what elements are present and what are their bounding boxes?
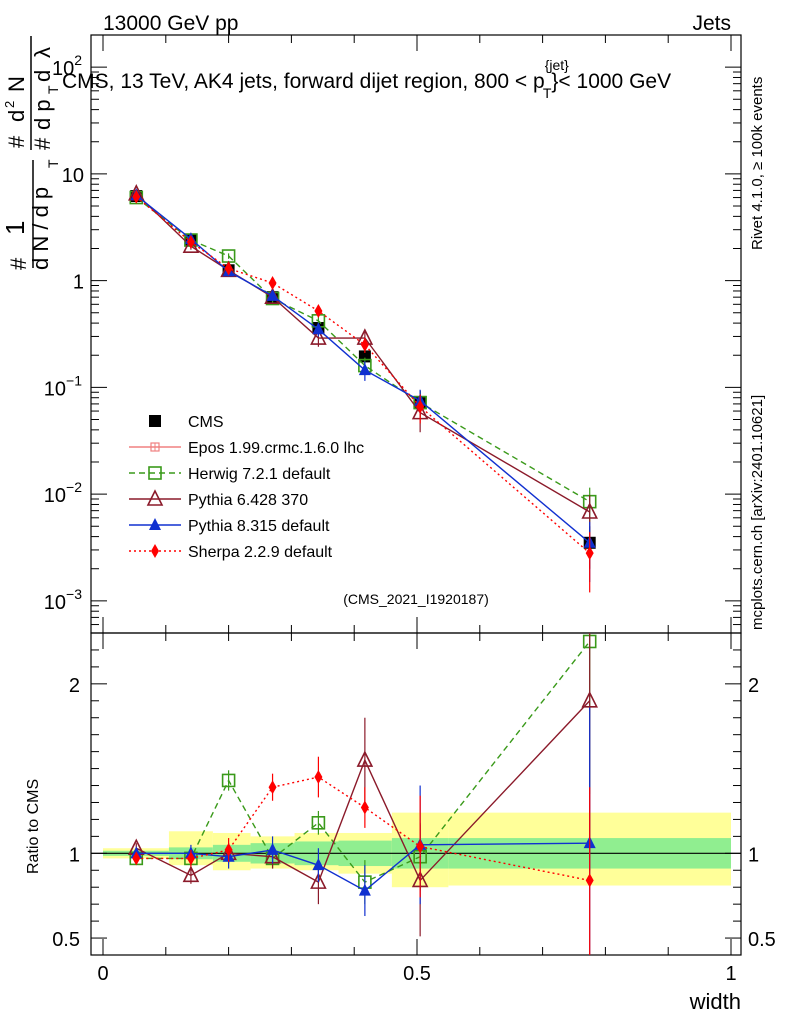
pythia8-ratio-point <box>266 842 279 855</box>
y-tick-label: 10 <box>62 165 84 187</box>
legend-label-epos: Epos 1.99.crmc.1.6.0 lhc <box>188 440 364 457</box>
sherpa-point <box>416 399 425 414</box>
herwig-ratio-point <box>311 816 326 830</box>
main-axes: 102 10 1 10−1 10−2 10−3 <box>44 34 742 634</box>
sherpa-ratio-point <box>268 780 277 795</box>
legend-label-herwig: Herwig 7.2.1 default <box>188 466 331 483</box>
y-tick-label: 10−1 <box>44 372 82 400</box>
ratio-tick-label-right: 1 <box>748 844 759 866</box>
legend-marker-sherpa <box>151 544 159 558</box>
y-tick-label: 10−2 <box>44 479 82 507</box>
ratio-series <box>127 633 598 955</box>
y-tick-label: 1 <box>73 272 84 294</box>
sherpa-ratio-line <box>136 776 590 882</box>
main-title: CMS, 13 TeV, AK4 jets, forward dijet reg… <box>62 57 671 101</box>
legend-marker-cms <box>149 415 161 427</box>
pythia6-ratio-point <box>182 865 200 883</box>
legend-label-pythia8: Pythia 8.315 default <box>188 518 330 535</box>
svg-text:d: d <box>4 110 29 122</box>
analysis-label: (CMS_2021_I1920187) <box>343 591 489 607</box>
sherpa-ratio-point <box>224 842 233 857</box>
ratio-axes: 2 2 1 1 0.5 0.5 0 0.5 1 <box>52 632 776 985</box>
herwig-ratio-point <box>221 773 236 788</box>
ratio-tick-label: 2 <box>69 675 80 697</box>
sherpa-point <box>132 189 141 204</box>
svg-text:T: T <box>45 159 61 168</box>
sherpa-point <box>314 303 323 318</box>
sherpa-point <box>268 276 277 291</box>
svg-text:#: # <box>30 137 55 150</box>
pythia6-ratio-point <box>581 691 598 708</box>
legend: CMS Epos 1.99.crmc.1.6.0 lhc Herwig 7.2.1 … <box>129 414 364 561</box>
legend-label-cms: CMS <box>188 414 224 431</box>
pythia8-point <box>266 288 279 301</box>
pythia6-point <box>581 502 598 519</box>
legend-label-pythia6: Pythia 6.428 370 <box>188 492 308 509</box>
legend-label-sherpa: Sherpa 2.2.9 default <box>188 544 333 561</box>
legend-marker-herwig <box>148 466 162 480</box>
pythia6-ratio-point <box>356 750 374 767</box>
y-tick-label: 10−3 <box>44 586 82 614</box>
sherpa-ratio-point <box>314 770 323 785</box>
sherpa-point <box>186 235 195 250</box>
y-tick-label: 102 <box>52 52 82 80</box>
pythia6-ratio-point <box>310 872 327 889</box>
pythia8-point <box>312 322 325 335</box>
svg-text:CMS, 13 TeV, AK4 jets, forward: CMS, 13 TeV, AK4 jets, forward dijet reg… <box>62 57 671 101</box>
mcplots-label: mcplots.cern.ch [arXiv:2401.10621] <box>749 395 766 630</box>
sherpa-line <box>135 196 591 554</box>
sherpa-ratio-point <box>416 839 425 854</box>
svg-text:#: # <box>6 257 31 270</box>
ratio-y-label: Ratio to CMS <box>25 779 42 874</box>
sherpa-ratio-point <box>585 873 594 888</box>
main-series <box>127 184 598 593</box>
svg-text:#: # <box>4 135 29 148</box>
ratio-frame <box>90 632 742 956</box>
svg-text:d N / d p: d N / d p <box>28 187 53 270</box>
sherpa-ratio-point <box>360 800 369 815</box>
sherpa-ratio-point <box>186 851 195 866</box>
ratio-tick-label-right: 0.5 <box>748 929 776 951</box>
rivet-label: Rivet 4.1.0, ≥ 100k events <box>749 77 766 250</box>
pythia8-point <box>358 363 371 376</box>
svg-text:1: 1 <box>0 221 30 235</box>
svg-text:λ: λ <box>30 47 55 58</box>
svg-text:d p: d p <box>30 99 55 130</box>
sherpa-point <box>585 546 594 561</box>
legend-marker-pythia6 <box>146 489 164 506</box>
energy-label: 13000 GeV pp <box>103 12 238 35</box>
x-tick-label: 0.5 <box>403 963 431 985</box>
sherpa-point <box>224 261 233 276</box>
pythia6-ratio-line <box>135 700 591 884</box>
pythia8-ratio-line <box>136 842 590 892</box>
sherpa-point <box>360 337 369 352</box>
category-label: Jets <box>692 12 731 35</box>
sherpa-ratio-point <box>132 851 141 866</box>
ratio-tick-label: 0.5 <box>52 929 80 951</box>
x-axis-label: width <box>689 989 741 1014</box>
ratio-tick-label: 1 <box>69 844 80 866</box>
pythia6-point <box>310 328 327 345</box>
svg-text:2: 2 <box>2 101 17 108</box>
svg-text:d: d <box>30 70 55 82</box>
y-axis-label: # 1 d N / d p T # d 2 N # d p T d λ <box>0 36 61 270</box>
herwig-line <box>135 197 591 503</box>
pythia8-line <box>135 194 591 544</box>
x-tick-label: 1 <box>725 963 736 985</box>
legend-marker-pythia8 <box>149 518 161 530</box>
ratio-tick-label-right: 2 <box>748 675 759 697</box>
svg-text:T: T <box>45 85 61 94</box>
pythia8-ratio-point <box>312 858 325 871</box>
x-tick-label: 0 <box>97 963 108 985</box>
pythia8-ratio-point <box>358 883 371 896</box>
svg-text:N: N <box>4 76 29 92</box>
